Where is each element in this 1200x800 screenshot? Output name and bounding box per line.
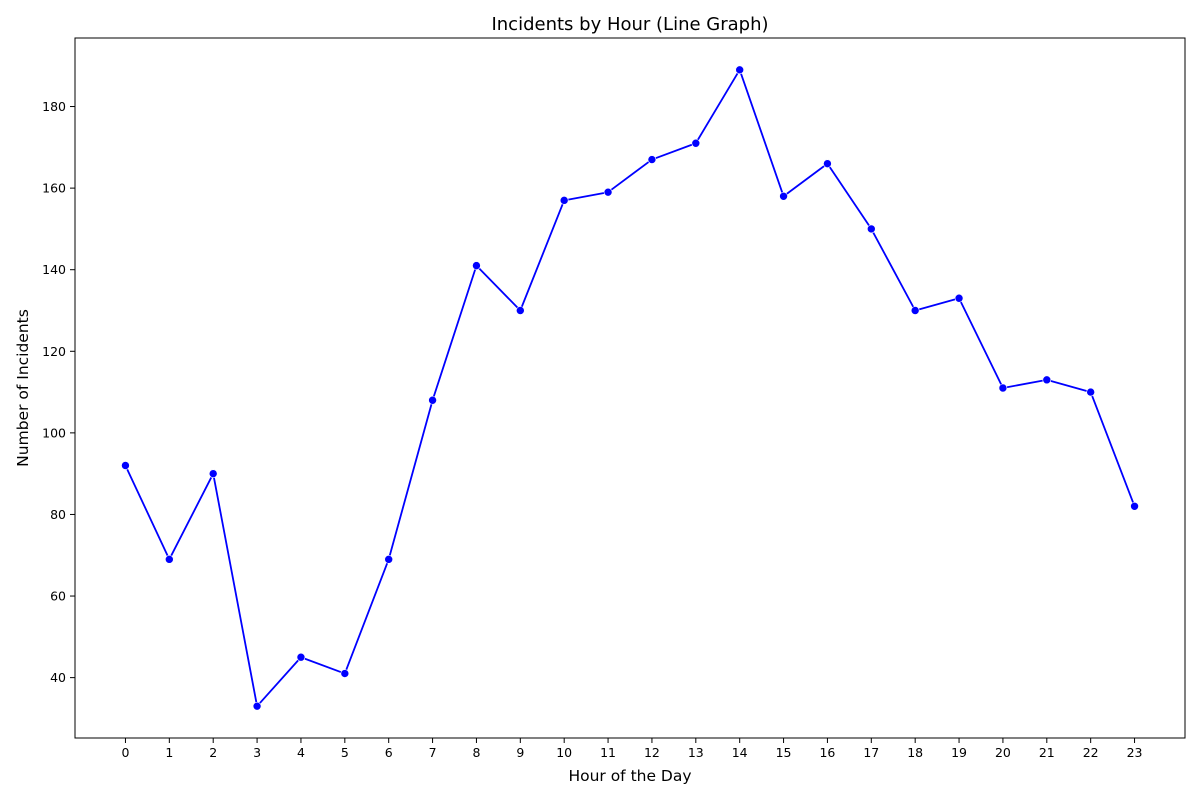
data-point: [208, 469, 218, 478]
x-tick-label: 2: [209, 745, 217, 760]
data-point: [647, 155, 657, 164]
x-tick-label: 16: [819, 745, 835, 760]
data-point: [516, 306, 525, 315]
y-tick-label: 140: [42, 262, 66, 277]
data-point: [867, 224, 876, 234]
x-axis-label: Hour of the Day: [568, 767, 691, 785]
data-point: [1042, 375, 1052, 385]
x-tick-label: 4: [297, 745, 305, 760]
data-point: [340, 669, 350, 678]
data-point: [779, 191, 788, 201]
data-point: [121, 461, 130, 470]
x-tick-label: 23: [1127, 745, 1143, 760]
series-line: [124, 68, 1136, 708]
x-tick-label: 6: [385, 745, 393, 760]
data-point: [252, 701, 262, 711]
x-tick-label: 15: [776, 745, 792, 760]
y-tick-label: 40: [50, 670, 66, 685]
x-tick-label: 3: [253, 745, 261, 760]
x-tick-label: 13: [688, 745, 704, 760]
x-tick-label: 0: [121, 745, 129, 760]
x-tick-label: 5: [341, 745, 349, 760]
x-tick-label: 19: [951, 745, 967, 760]
x-tick-label: 18: [907, 745, 923, 760]
y-tick-label: 80: [50, 507, 66, 522]
data-point: [384, 555, 393, 564]
data-point: [1130, 501, 1139, 511]
y-tick-label: 60: [50, 589, 66, 604]
x-tick-label: 14: [732, 745, 748, 760]
data-point: [1086, 387, 1095, 397]
data-point: [428, 395, 437, 405]
x-tick-label: 11: [600, 745, 616, 760]
y-axis-label: Number of Incidents: [14, 309, 32, 467]
data-point: [691, 138, 701, 148]
x-tick-label: 10: [556, 745, 572, 760]
y-tick-label: 160: [42, 181, 66, 196]
data-point: [165, 555, 174, 564]
data-point: [998, 383, 1008, 393]
chart-title: Incidents by Hour (Line Graph): [491, 14, 768, 35]
data-point: [296, 652, 306, 662]
plot-frame: [74, 37, 1186, 739]
data-point: [910, 306, 920, 315]
data-point: [559, 196, 569, 205]
data-point: [823, 159, 832, 168]
data-point: [954, 293, 964, 303]
y-tick-label: 100: [42, 425, 66, 440]
data-point: [472, 261, 481, 270]
x-tick-label: 22: [1083, 745, 1099, 760]
x-tick-label: 8: [472, 745, 480, 760]
x-tick-label: 21: [1039, 745, 1055, 760]
x-tick-label: 20: [995, 745, 1011, 760]
data-point: [735, 65, 744, 75]
x-tick-label: 9: [516, 745, 524, 760]
x-tick-label: 12: [644, 745, 660, 760]
y-tick-label: 120: [42, 344, 66, 359]
x-tick-label: 17: [863, 745, 879, 760]
data-point: [603, 187, 613, 197]
y-tick-label: 180: [42, 99, 66, 114]
plot-area: [121, 65, 1139, 711]
x-tick-label: 7: [429, 745, 437, 760]
x-tick-label: 1: [165, 745, 173, 760]
